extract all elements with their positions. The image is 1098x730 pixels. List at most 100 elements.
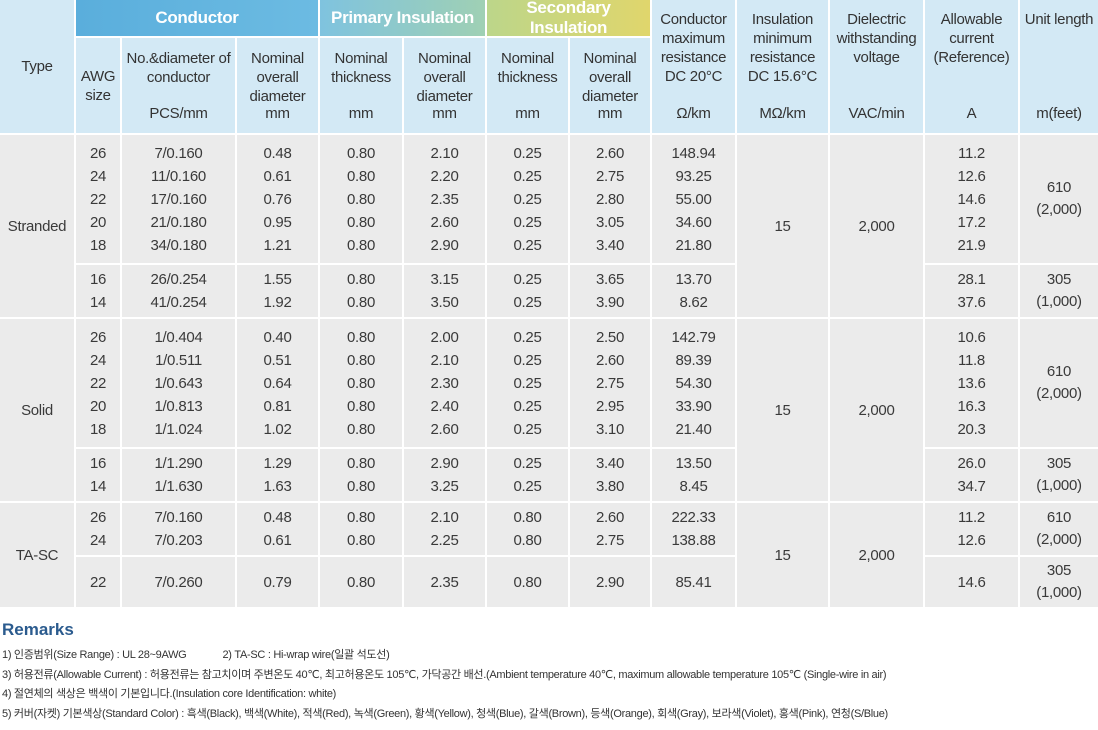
cell-value: 8.45 — [679, 478, 708, 495]
voltage: 2,000 — [858, 217, 895, 235]
header-label: Insulation minimum resistance DC 15.6°C — [747, 11, 818, 85]
cell-value: 1/1.024 — [154, 420, 203, 438]
cell-value: 16 — [89, 455, 107, 472]
unit-length: 610 — [1046, 179, 1072, 196]
cell-value: 2.25 — [430, 532, 459, 549]
data-cell: 2.90 3.25 — [404, 449, 485, 501]
data-cell: 1.55 1.92 — [237, 265, 318, 317]
data-cell: 3.65 3.90 — [570, 265, 650, 317]
data-cell: 2.10 2.25 — [404, 503, 485, 555]
cell-value: 21/0.180 — [150, 213, 207, 231]
data-cell: 1/1.290 1/1.630 — [122, 449, 235, 501]
remark-text: 5) 커버(자켓) 기본색상(Standard Color) : 흑색(Blac… — [2, 707, 888, 720]
cell-value: 14.6 — [957, 190, 986, 208]
cell-value: 1/0.511 — [155, 351, 202, 369]
cell-value: 18 — [89, 236, 107, 254]
unit-length: (1,000) — [1036, 477, 1082, 494]
cell-value: 2.80 — [596, 190, 624, 208]
data-cell: 1/0.404 1/0.511 1/0.643 1/0.813 1/1.024 — [122, 319, 235, 447]
cell-value: 20 — [89, 213, 107, 231]
cell-value: 7/0.203 — [154, 532, 203, 549]
type-label: TA-SC — [15, 546, 59, 564]
data-cell: 2.50 2.60 2.75 2.95 3.10 — [570, 319, 650, 447]
cell-value: 2.10 — [430, 144, 459, 162]
cell-value: 11.2 — [958, 144, 985, 162]
cell-value: 2.90 — [430, 236, 459, 254]
cell-value: 2.10 — [430, 509, 459, 526]
cell-value: 0.80 — [347, 213, 375, 231]
cell-value: 0.25 — [513, 455, 542, 472]
cell-value: 2.40 — [430, 397, 459, 415]
type-cell: Stranded — [0, 135, 74, 317]
remark-text: 3) 허용전류(Allowable Current) : 허용전류는 참고치이며… — [2, 668, 887, 681]
cell-value: 33.90 — [675, 397, 712, 415]
cell-value: 13.50 — [675, 455, 712, 472]
cell-value: 0.80 — [513, 573, 542, 591]
cell-value: 11/0.160 — [151, 167, 206, 185]
data-cell: 2.60 2.75 2.80 3.05 3.40 — [570, 135, 650, 263]
cell-value: 14 — [89, 478, 107, 495]
unit-length-cell: 305 (1,000) — [1020, 557, 1098, 607]
data-cell: 0.25 0.25 0.25 0.25 0.25 — [487, 319, 568, 447]
header-unit: MΩ/km — [759, 105, 806, 122]
header-unit: mm — [265, 105, 290, 122]
cell-value: 41/0.254 — [150, 294, 207, 311]
cell-value: 11.8 — [958, 351, 985, 369]
cell-value: 0.80 — [347, 455, 375, 472]
data-cell: 2.90 — [570, 557, 650, 607]
unit-length: (2,000) — [1036, 385, 1082, 402]
data-cell: 222.33 138.88 — [652, 503, 735, 555]
cell-value: 17.2 — [957, 213, 986, 231]
type-label: Stranded — [7, 217, 67, 235]
data-cell: 2.60 2.75 — [570, 503, 650, 555]
header-label: Nominal overall diameter — [249, 50, 306, 105]
cell-value: 0.80 — [347, 190, 375, 208]
group-header: Conductor — [76, 0, 318, 36]
cell-value: 2.90 — [430, 455, 459, 472]
cell-value: 0.80 — [347, 236, 375, 254]
header-cell: Allowable current (Reference) A — [925, 0, 1018, 133]
data-cell: 2.10 2.20 2.35 2.60 2.90 — [404, 135, 485, 263]
cell-value: 1/0.643 — [154, 374, 203, 392]
cell-value: 13.70 — [675, 271, 712, 288]
insulation-resistance-cell: 15 — [737, 503, 828, 607]
cell-value: 0.76 — [263, 190, 292, 208]
data-cell: 0.80 0.80 0.80 0.80 0.80 — [320, 135, 402, 263]
unit-length: 305 — [1046, 271, 1072, 288]
cell-value: 0.25 — [513, 271, 542, 288]
voltage-cell: 2,000 — [830, 135, 923, 317]
data-cell: 0.25 0.25 — [487, 265, 568, 317]
cell-value: 2.30 — [430, 374, 459, 392]
cell-value: 24 — [89, 532, 107, 549]
header-cell: Nominal overall diameter mm — [404, 38, 485, 133]
cell-value: 2.60 — [596, 144, 624, 162]
cell-value: 85.41 — [675, 573, 712, 591]
cell-value: 34.7 — [957, 478, 986, 495]
cell-value: 20 — [89, 397, 107, 415]
cell-value: 1.55 — [263, 271, 292, 288]
data-cell: 13.70 8.62 — [652, 265, 735, 317]
data-cell: 3.15 3.50 — [404, 265, 485, 317]
data-cell: 26/0.254 41/0.254 — [122, 265, 235, 317]
cell-value: 0.25 — [513, 294, 542, 311]
cell-value: 138.88 — [671, 532, 716, 549]
cell-value: 7/0.260 — [154, 573, 203, 591]
cell-value: 0.80 — [347, 478, 375, 495]
header-label: Nominal overall diameter — [416, 50, 473, 105]
cell-value: 2.60 — [430, 213, 459, 231]
cell-value: 0.25 — [513, 351, 542, 369]
cell-value: 0.80 — [347, 328, 375, 346]
remark-text: 2) TA-SC : Hi-wrap wire(일괄 석도선) — [222, 649, 390, 661]
cell-value: 0.25 — [513, 167, 542, 185]
data-cell: 0.80 — [487, 557, 568, 607]
cell-value: 0.25 — [513, 374, 542, 392]
header-label: Nominal thickness — [497, 50, 558, 86]
data-cell: 14.6 — [925, 557, 1018, 607]
cell-value: 1/0.813 — [154, 397, 203, 415]
cell-value: 1.29 — [263, 455, 292, 472]
data-cell: 0.79 — [237, 557, 318, 607]
cell-value: 222.33 — [671, 509, 716, 526]
data-cell: 16 14 — [76, 449, 120, 501]
cell-value: 2.60 — [596, 351, 624, 369]
cell-value: 0.79 — [263, 573, 292, 591]
